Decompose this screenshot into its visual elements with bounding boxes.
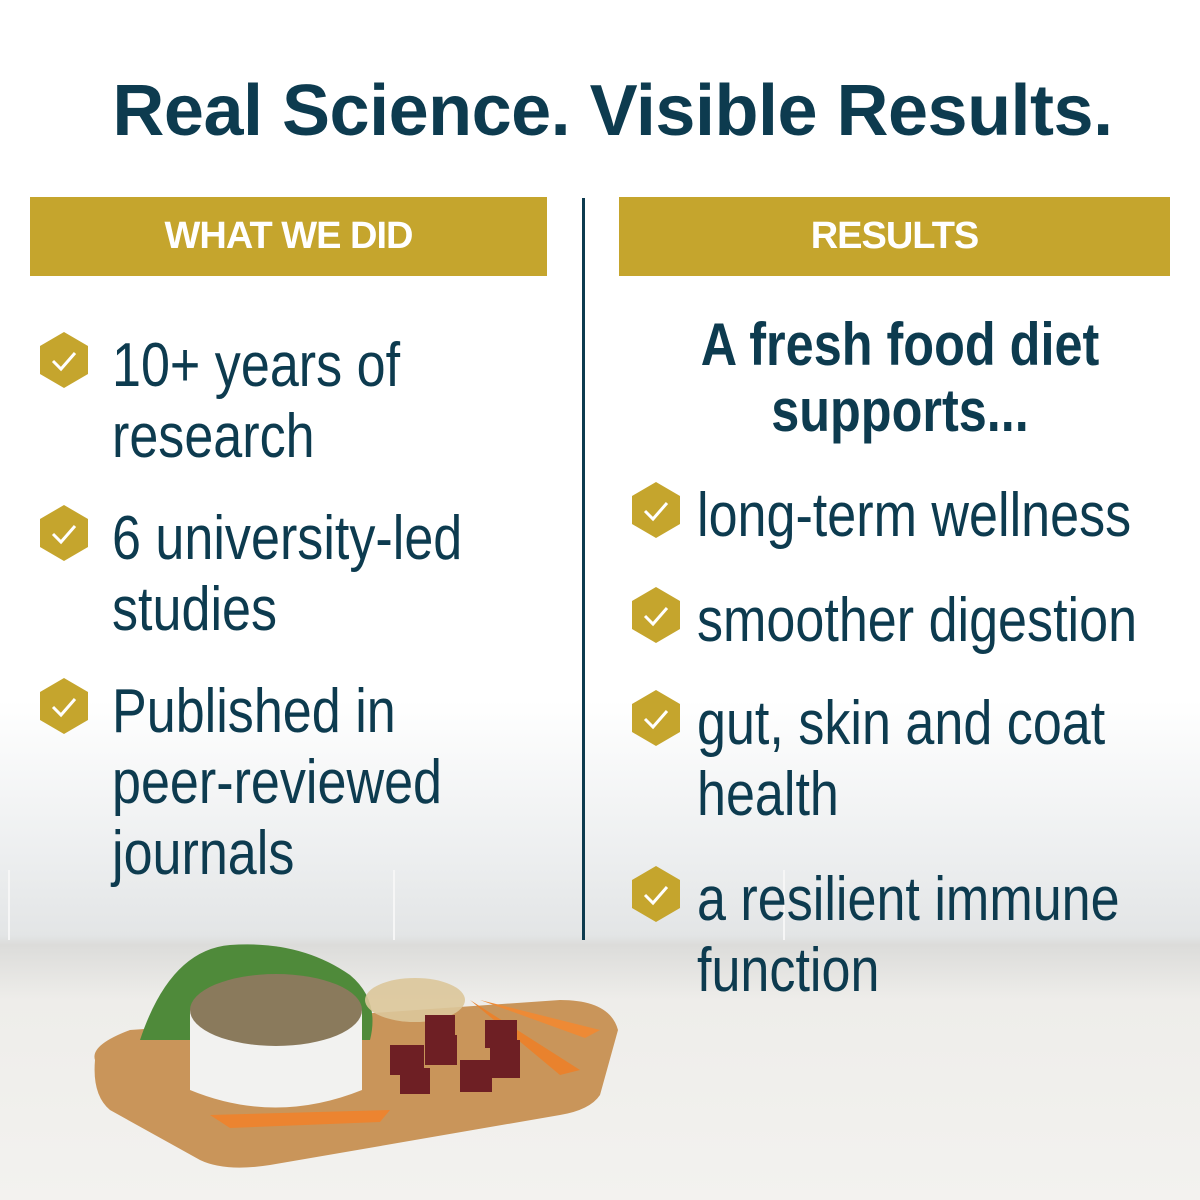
carrot (480, 1000, 600, 1038)
hexagon-check-icon (630, 688, 682, 748)
results-heading: A fresh food diet supports... (700, 311, 1100, 444)
hexagon-check-icon (630, 480, 682, 540)
carrot (210, 1110, 390, 1128)
what-we-did-banner: WHAT WE DID (30, 197, 547, 276)
hexagon-check-icon (630, 585, 682, 645)
bowl-food (190, 974, 362, 1046)
wall-tile (0, 870, 10, 940)
hexagon-check-icon (38, 330, 90, 390)
list-item: smoother digestion (630, 585, 1200, 656)
column-divider (582, 198, 585, 940)
list-item: 6 university-led studies (38, 503, 632, 645)
results-banner: RESULTS (619, 197, 1170, 276)
list-item: a resilient immune function (630, 864, 1200, 1006)
beef-cubes (390, 1015, 520, 1094)
page-title: Real Science. Visible Results. (112, 71, 1113, 151)
list-item: long-term wellness (630, 480, 1200, 551)
list-item: Published in peer-reviewed journals (38, 676, 582, 889)
carrot (470, 1000, 580, 1075)
hexagon-check-icon (38, 676, 90, 736)
hexagon-check-icon (630, 864, 682, 924)
wall-tile (395, 870, 785, 940)
list-item: 10+ years of research (38, 330, 632, 472)
wall-tile (10, 870, 395, 940)
grain-dish (365, 978, 465, 1022)
list-item: gut, skin and coat health (630, 688, 1200, 830)
hexagon-check-icon (38, 503, 90, 563)
